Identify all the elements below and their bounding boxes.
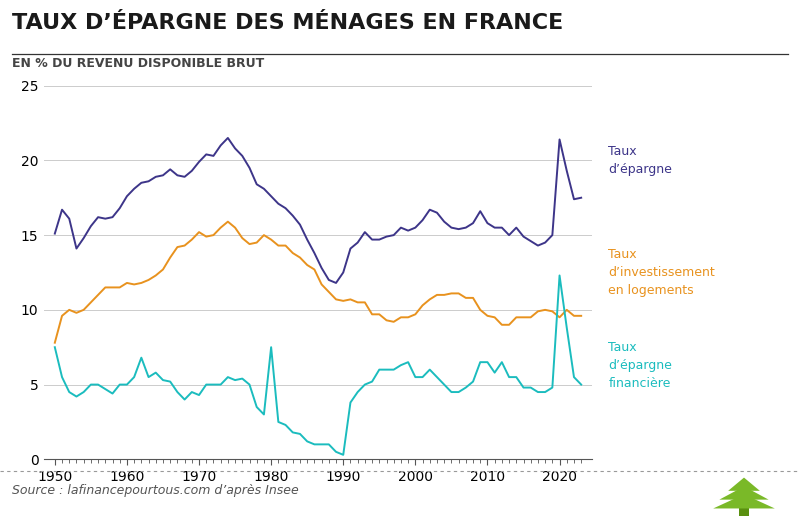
Polygon shape (714, 494, 774, 509)
Text: Source : lafinancepourtous.com d’après Insee: Source : lafinancepourtous.com d’après I… (12, 484, 298, 497)
Text: Taux
d’épargne
financière: Taux d’épargne financière (609, 342, 672, 390)
Text: EN % DU REVENU DISPONIBLE BRUT: EN % DU REVENU DISPONIBLE BRUT (12, 57, 264, 70)
Text: Taux
d’investissement
en logements: Taux d’investissement en logements (609, 248, 715, 297)
Polygon shape (719, 486, 769, 500)
Text: Taux
d’épargne: Taux d’épargne (609, 145, 672, 176)
Polygon shape (738, 507, 750, 516)
Text: TAUX D’ÉPARGNE DES MÉNAGES EN FRANCE: TAUX D’ÉPARGNE DES MÉNAGES EN FRANCE (12, 13, 563, 33)
Polygon shape (728, 477, 760, 491)
